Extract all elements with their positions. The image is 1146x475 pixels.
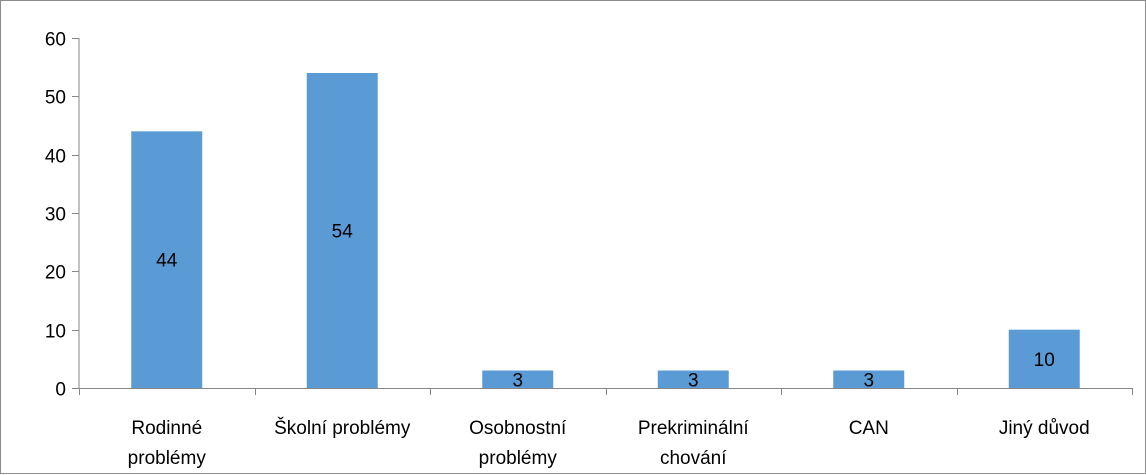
bar — [657, 370, 729, 388]
y-tick-label: 60 — [45, 30, 66, 51]
y-tick-label: 40 — [45, 147, 66, 168]
bars — [131, 73, 1080, 389]
data-labels: 44 54 3 3 3 10 — [156, 222, 1055, 392]
x-category-label: Osobnostní problémy — [469, 418, 567, 469]
y-tick-label: 30 — [45, 205, 66, 226]
x-category-label-line: problémy — [479, 448, 558, 469]
x-category-label-line: Rodinné — [131, 418, 202, 439]
bar — [1008, 329, 1080, 388]
y-tick-label: 0 — [55, 380, 66, 401]
data-label: 3 — [688, 370, 699, 391]
bar — [833, 370, 905, 388]
x-category-label-line: Osobnostní — [469, 418, 567, 439]
data-label: 3 — [512, 370, 523, 391]
y-tick-label: 50 — [45, 88, 66, 109]
x-category-label-line: problémy — [128, 448, 207, 469]
x-category-label-line: chování — [660, 448, 727, 469]
bar — [306, 73, 378, 388]
x-category-label: CAN — [849, 418, 889, 439]
bar — [482, 370, 554, 388]
x-category-label-line: CAN — [849, 418, 889, 439]
data-label: 10 — [1034, 350, 1055, 371]
y-tick-label: 20 — [45, 263, 66, 284]
x-category-label: Jiný důvod — [999, 418, 1090, 439]
data-label: 54 — [332, 222, 354, 243]
x-category-label-line: Školní problémy — [274, 417, 411, 439]
x-category-label: Rodinné problémy — [128, 418, 207, 469]
x-category-label-line: Prekriminální — [638, 418, 750, 439]
x-axis: Rodinné problémy Školní problémy Osobnostní… — [72, 388, 1133, 469]
y-tick-label: 10 — [45, 322, 66, 343]
data-label: 44 — [156, 251, 178, 272]
data-label: 3 — [863, 370, 874, 391]
x-category-label: Školní problémy — [274, 417, 411, 439]
bar — [131, 131, 203, 389]
x-category-label: Prekriminální chování — [638, 418, 750, 469]
x-category-label-line: Jiný důvod — [999, 418, 1090, 439]
y-axis: 0 10 20 30 40 50 60 — [45, 30, 80, 401]
